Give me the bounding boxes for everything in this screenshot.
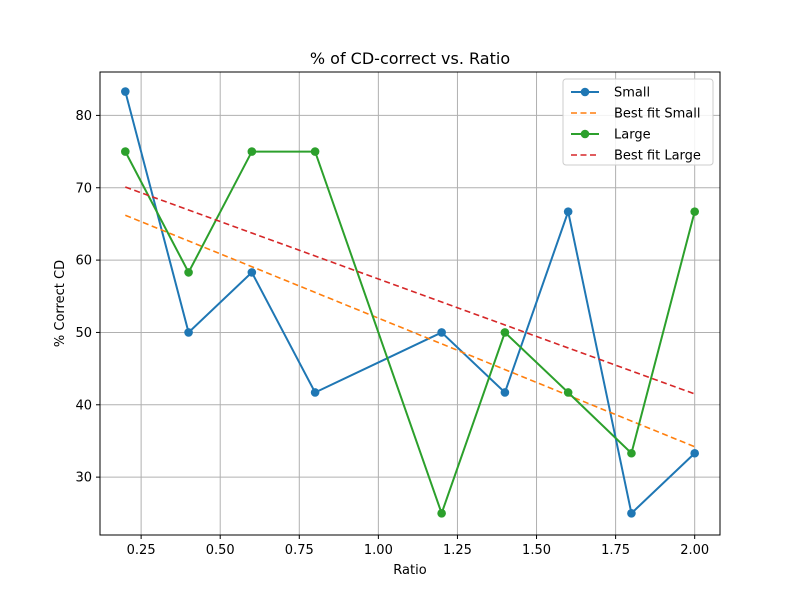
series-best-fit-small xyxy=(125,214,695,448)
data-point xyxy=(500,388,510,397)
y-tick-label: 50 xyxy=(75,326,92,341)
x-axis-label: Ratio xyxy=(393,563,426,578)
x-tick-label: 2.00 xyxy=(680,543,709,558)
legend-label: Best fit Large xyxy=(614,149,701,164)
x-tick-label: 0.75 xyxy=(285,543,314,558)
y-tick-label: 70 xyxy=(75,181,92,196)
y-axis-label: % Correct CD xyxy=(53,260,68,347)
x-tick-label: 0.50 xyxy=(206,543,235,558)
legend-label: Best fit Small xyxy=(614,107,700,122)
chart-title: % of CD-correct vs. Ratio xyxy=(310,49,510,68)
y-tick-label: 30 xyxy=(75,471,92,486)
legend-entry: Best fit Large xyxy=(571,149,701,164)
x-tick-label: 1.75 xyxy=(601,543,630,558)
data-point xyxy=(563,207,573,216)
y-tick-label: 60 xyxy=(75,254,92,269)
legend-box xyxy=(562,78,714,166)
data-point xyxy=(563,388,573,397)
y-tick-label: 80 xyxy=(75,109,92,124)
x-tick-label: 1.25 xyxy=(443,543,472,558)
legend-marker xyxy=(580,129,590,139)
legend-entry: Best fit Small xyxy=(571,107,700,122)
series-line xyxy=(125,214,695,448)
data-point xyxy=(690,448,699,458)
data-point xyxy=(247,268,257,277)
series-best-fit-large xyxy=(125,186,695,395)
legend-entry: Small xyxy=(571,86,650,101)
legend-label: Small xyxy=(614,86,650,101)
x-tick-label: 0.25 xyxy=(127,543,156,558)
x-tick-label: 1.50 xyxy=(522,543,551,558)
x-tick-label: 1.00 xyxy=(364,543,393,558)
data-point xyxy=(247,147,257,156)
series-line xyxy=(125,186,695,395)
legend-entry: Large xyxy=(571,128,651,143)
data-point xyxy=(121,147,130,156)
data-point xyxy=(184,268,193,277)
legend-label: Large xyxy=(614,128,651,143)
data-point xyxy=(437,508,446,518)
series-large xyxy=(121,147,699,518)
data-point xyxy=(627,508,636,518)
data-point xyxy=(627,448,636,458)
data-point xyxy=(184,328,193,337)
data-point xyxy=(437,328,446,337)
axis-ticks: 0.25 0.50 0.75 1.00 1.25 1.50 1.75 2.00 30 40 50 60… xyxy=(75,109,709,558)
plot-series xyxy=(121,87,699,518)
data-point xyxy=(310,147,320,156)
plot-frame xyxy=(99,71,721,536)
y-tick-label: 40 xyxy=(75,398,92,413)
legend: Small Best fit Small Large Best fit Large xyxy=(562,78,714,166)
legend-marker xyxy=(580,87,590,97)
data-point xyxy=(690,207,699,216)
data-point xyxy=(121,87,130,96)
data-point xyxy=(500,328,510,337)
data-point xyxy=(310,388,320,397)
